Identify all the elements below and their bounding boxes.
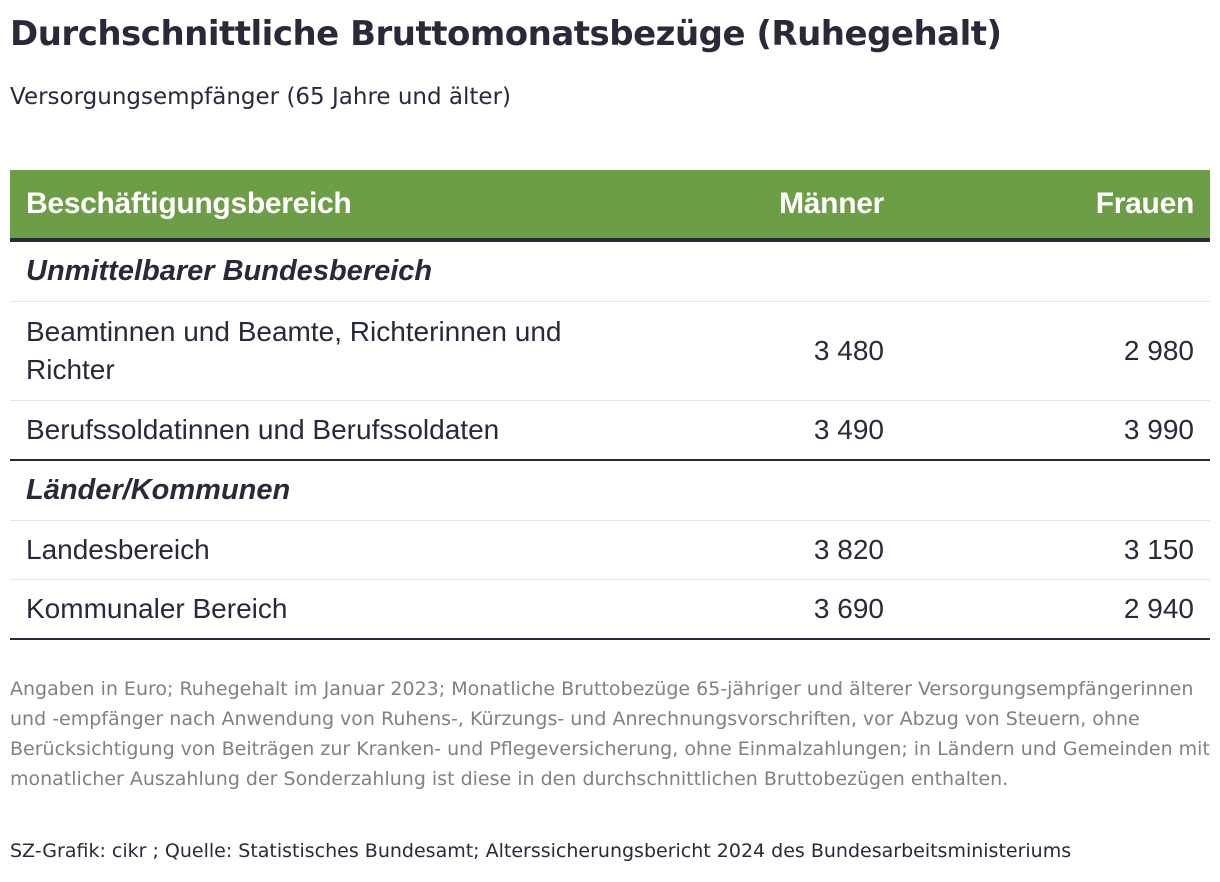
- value-men: 3 490: [660, 400, 900, 461]
- group-label: Länder/Kommunen: [10, 460, 1210, 521]
- row-label-text: Beamtinnen und Beamte, Richterinnen und …: [26, 316, 562, 385]
- source-credit: SZ-Grafik: cikr ; Quelle: Statistisches …: [10, 840, 1072, 862]
- value-men: 3 690: [660, 579, 900, 640]
- header-sector: Beschäftigungsbereich: [10, 170, 660, 242]
- group-row-bund: Unmittelbarer Bundesbereich: [10, 240, 1210, 302]
- group-row-laender: Länder/Kommunen: [10, 460, 1210, 521]
- chart-title: Durchschnittliche Bruttomonatsbezüge (Ru…: [10, 14, 1002, 54]
- value-women: 2 940: [900, 579, 1210, 640]
- header-men: Männer: [660, 170, 900, 242]
- table-row: Berufssoldatinnen und Berufssoldaten 3 4…: [10, 400, 1210, 461]
- value-men: 3 820: [660, 520, 900, 580]
- footnote: Angaben in Euro; Ruhegehalt im Januar 20…: [10, 678, 1210, 790]
- table-row: Beamtinnen und Beamte, Richterinnen und …: [10, 301, 1210, 401]
- row-label: Landesbereich: [10, 520, 660, 580]
- value-women: 3 990: [900, 400, 1210, 461]
- value-women: 3 150: [900, 520, 1210, 580]
- row-label: Kommunaler Bereich: [10, 579, 660, 640]
- row-label: Beamtinnen und Beamte, Richterinnen und …: [10, 301, 660, 401]
- row-label: Berufssoldatinnen und Berufssoldaten: [10, 400, 660, 461]
- pension-table: Beschäftigungsbereich Männer Frauen Unmi…: [10, 170, 1210, 640]
- value-women: 2 980: [900, 301, 1210, 401]
- table-row: Landesbereich 3 820 3 150: [10, 520, 1210, 580]
- header-women: Frauen: [900, 170, 1210, 242]
- chart-subtitle: Versorgungsempfänger (65 Jahre und älter…: [10, 84, 512, 110]
- table-header-row: Beschäftigungsbereich Männer Frauen: [10, 170, 1210, 242]
- value-men: 3 480: [660, 301, 900, 401]
- table-row: Kommunaler Bereich 3 690 2 940: [10, 579, 1210, 640]
- group-label: Unmittelbarer Bundesbereich: [10, 240, 1210, 302]
